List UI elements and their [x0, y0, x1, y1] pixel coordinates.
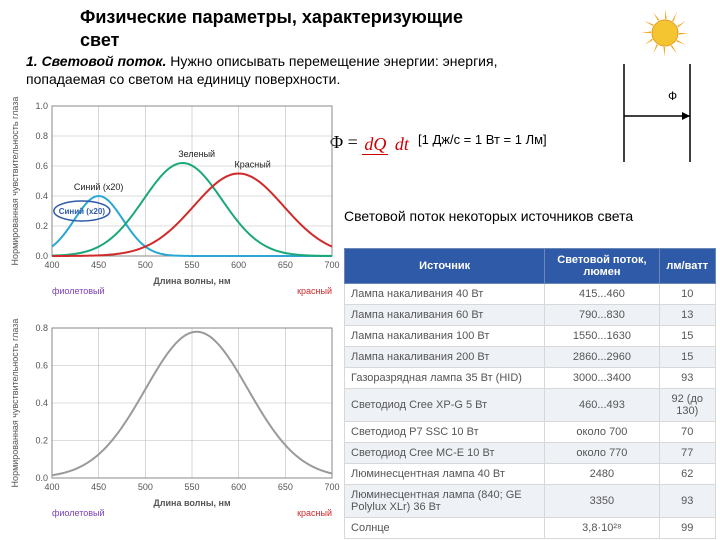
table-cell: около 770: [545, 443, 659, 464]
phi-diagram: Ф: [612, 58, 702, 173]
svg-text:500: 500: [138, 260, 153, 270]
table-cell: около 700: [545, 422, 659, 443]
table-row: Светодиод P7 SSC 10 Втоколо 70070: [345, 422, 716, 443]
formula-fraction: dQ dt: [362, 135, 411, 153]
table-cell: 92 (до 130): [659, 389, 715, 422]
table-row: Лампа накаливания 60 Вт790...83013: [345, 305, 716, 326]
table-cell: Газоразрядная лампа 35 Вт (HID): [345, 368, 545, 389]
table-cell: 10: [659, 284, 715, 305]
table-cell: 1550...1630: [545, 326, 659, 347]
svg-text:450: 450: [91, 260, 106, 270]
table-cell: 790...830: [545, 305, 659, 326]
svg-text:Красный: Красный: [235, 160, 271, 170]
svg-text:0.8: 0.8: [35, 323, 48, 333]
svg-text:450: 450: [91, 482, 106, 492]
svg-text:Длина волны, нм: Длина волны, нм: [153, 276, 231, 286]
table-cell: 93: [659, 485, 715, 518]
table-row: Лампа накаливания 40 Вт415...46010: [345, 284, 716, 305]
table-row: Солнце3,8·10²⁸99: [345, 518, 716, 539]
table-header: Источник: [345, 249, 545, 284]
svg-text:0.0: 0.0: [35, 473, 48, 483]
sensitivity-chart-photopic: 400 450 500 550 600 650 700 0.0 0.2 0.4 0.6 0.8 Длин…: [4, 318, 344, 523]
table-cell: Люминесцентная лампа (840; GE Polylux XL…: [345, 485, 545, 518]
table-cell: 13: [659, 305, 715, 326]
svg-text:550: 550: [184, 260, 199, 270]
table-cell: 2860...2960: [545, 347, 659, 368]
svg-text:500: 500: [138, 482, 153, 492]
svg-text:400: 400: [44, 482, 59, 492]
table-row: Люминесцентная лампа 40 Вт248062: [345, 464, 716, 485]
svg-text:Длина волны, нм: Длина волны, нм: [153, 498, 231, 508]
table-cell: 70: [659, 422, 715, 443]
table-cell: 3,8·10²⁸: [545, 518, 659, 539]
phi-label: Ф: [668, 89, 677, 103]
svg-text:фиолетовый: фиолетовый: [52, 286, 105, 296]
svg-text:красный: красный: [297, 508, 332, 518]
svg-text:0.4: 0.4: [35, 191, 48, 201]
table-row: Лампа накаливания 100 Вт1550...163015: [345, 326, 716, 347]
sensitivity-chart-rgb: 400 450 500 550 600 650 700 0.0 0.2 0.4 0.6 0.8 1.0 С…: [4, 96, 344, 301]
svg-text:0.4: 0.4: [35, 398, 48, 408]
svg-text:Зеленый: Зеленый: [178, 149, 215, 159]
table-cell: 415...460: [545, 284, 659, 305]
table-header: лм/ватт: [659, 249, 715, 284]
svg-text:650: 650: [278, 482, 293, 492]
units-note: [1 Дж/с = 1 Вт = 1 Лм]: [418, 132, 568, 148]
table-cell: 3350: [545, 485, 659, 518]
svg-text:Синий (x20): Синий (x20): [74, 182, 124, 192]
sun-icon: [638, 6, 692, 65]
intro-lead: 1. Световой поток.: [26, 53, 166, 69]
table-cell: Лампа накаливания 40 Вт: [345, 284, 545, 305]
table-cell: 93: [659, 368, 715, 389]
table-cell: Лампа накаливания 100 Вт: [345, 326, 545, 347]
formula-num: dQ: [362, 134, 388, 155]
svg-text:0.6: 0.6: [35, 161, 48, 171]
table-cell: 15: [659, 326, 715, 347]
table-cell: Лампа накаливания 200 Вт: [345, 347, 545, 368]
table-cell: 2480: [545, 464, 659, 485]
table-row: Люминесцентная лампа (840; GE Polylux XL…: [345, 485, 716, 518]
svg-text:0.2: 0.2: [35, 221, 48, 231]
page-title: Физические параметры, характеризующие св…: [80, 6, 500, 51]
table-cell: Лампа накаливания 60 Вт: [345, 305, 545, 326]
svg-text:красный: красный: [297, 286, 332, 296]
table-cell: Люминесцентная лампа 40 Вт: [345, 464, 545, 485]
table-cell: Светодиод P7 SSC 10 Вт: [345, 422, 545, 443]
table-cell: 77: [659, 443, 715, 464]
table-row: Лампа накаливания 200 Вт2860...296015: [345, 347, 716, 368]
table-row: Светодиод Cree MC-E 10 Втоколо 77077: [345, 443, 716, 464]
table-cell: 15: [659, 347, 715, 368]
svg-text:700: 700: [324, 260, 339, 270]
svg-text:650: 650: [278, 260, 293, 270]
table-row: Светодиод Cree XP-G 5 Вт460...49392 (до …: [345, 389, 716, 422]
table-cell: 99: [659, 518, 715, 539]
table-caption: Световой поток некоторых источников свет…: [344, 208, 720, 226]
svg-text:0.8: 0.8: [35, 131, 48, 141]
svg-text:1.0: 1.0: [35, 101, 48, 111]
svg-text:550: 550: [184, 482, 199, 492]
intro-paragraph: 1. Световой поток. Нужно описывать перем…: [26, 52, 546, 88]
table-cell: 460...493: [545, 389, 659, 422]
svg-text:0.6: 0.6: [35, 361, 48, 371]
table-header: Световой поток, люмен: [545, 249, 659, 284]
table-cell: 62: [659, 464, 715, 485]
svg-text:Нормированная чувствительность: Нормированная чувствительность глаза: [10, 97, 20, 266]
svg-text:0.0: 0.0: [35, 251, 48, 261]
svg-text:400: 400: [44, 260, 59, 270]
table-row: Газоразрядная лампа 35 Вт (HID)3000...34…: [345, 368, 716, 389]
formula-eq: =: [348, 132, 358, 152]
svg-text:600: 600: [231, 482, 246, 492]
svg-text:0.2: 0.2: [35, 436, 48, 446]
sources-table: ИсточникСветовой поток, люменлм/ватт Лам…: [344, 248, 716, 539]
table-cell: Солнце: [345, 518, 545, 539]
svg-text:600: 600: [231, 260, 246, 270]
svg-text:фиолетовый: фиолетовый: [52, 508, 105, 518]
svg-text:Синий (x20): Синий (x20): [59, 207, 106, 216]
svg-text:700: 700: [324, 482, 339, 492]
table-cell: Светодиод Cree MC-E 10 Вт: [345, 443, 545, 464]
formula-den: dt: [393, 134, 411, 154]
svg-text:Нормированная чувствительность: Нормированная чувствительность глаза: [10, 319, 20, 488]
table-cell: Светодиод Cree XP-G 5 Вт: [345, 389, 545, 422]
table-cell: 3000...3400: [545, 368, 659, 389]
